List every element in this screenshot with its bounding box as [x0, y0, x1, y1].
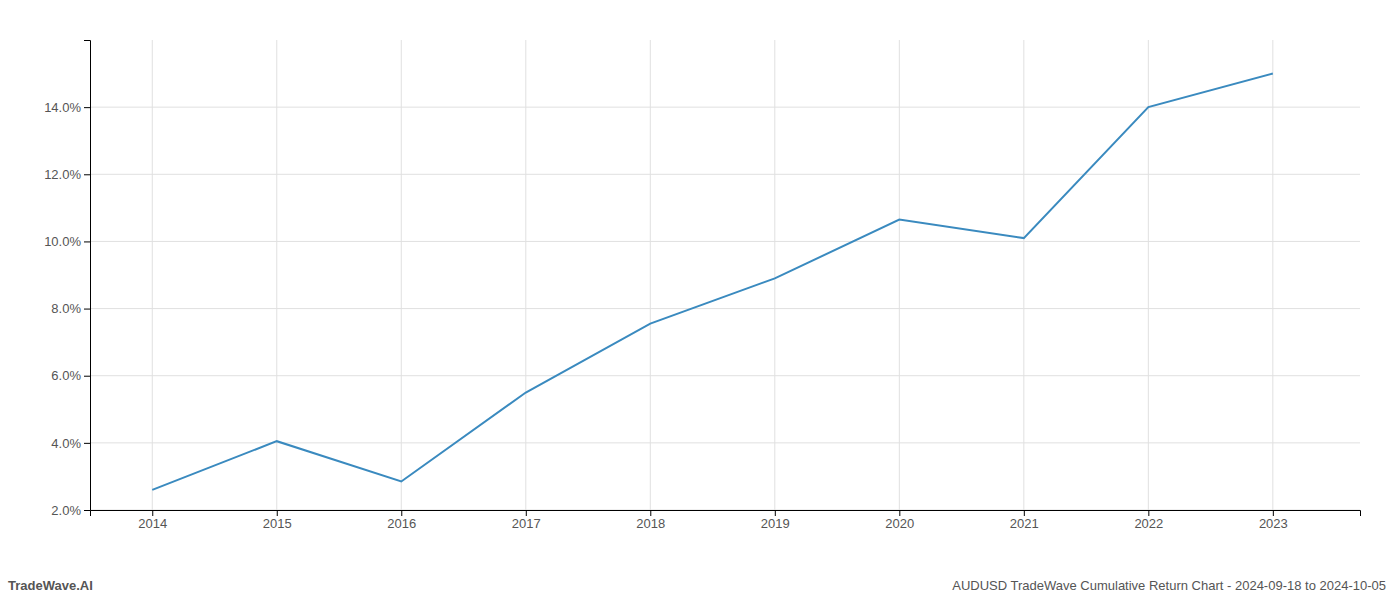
- tick-label: 2017: [512, 516, 541, 531]
- tick: 8.0%: [51, 301, 90, 316]
- tick: 2022: [1134, 510, 1163, 531]
- chart: 2014 2015 2016 2017 2018 2019 2020 2021 2022 2023…: [0, 0, 1400, 600]
- tick: 2014: [138, 510, 167, 531]
- footer: TradeWave.AI: [8, 578, 93, 593]
- tick-label: 2018: [636, 516, 665, 531]
- tick-mark: [84, 443, 90, 444]
- tick-label: 4.0%: [51, 436, 81, 451]
- grid-line: [152, 40, 153, 510]
- tick-label: 2015: [263, 516, 292, 531]
- grid-line: [525, 40, 526, 510]
- tick: 2.0%: [51, 503, 90, 518]
- grid-line: [1148, 40, 1149, 510]
- tick: 6.0%: [51, 368, 90, 383]
- plot-area: [152, 74, 1273, 490]
- tick: 2017: [512, 510, 541, 531]
- tick-label: 2021: [1010, 516, 1039, 531]
- grid-line: [90, 308, 1360, 309]
- tick: 2018: [636, 510, 665, 531]
- tick-mark: [401, 510, 402, 516]
- tick-label: 2023: [1259, 516, 1288, 531]
- tick-label: 10.0%: [44, 234, 81, 249]
- grid-line: [650, 40, 651, 510]
- grid: [90, 40, 1360, 510]
- tick: 2021: [1010, 510, 1039, 531]
- tick-mark: [1273, 510, 1274, 516]
- tick-mark: [84, 174, 90, 175]
- tick-label: 14.0%: [44, 100, 81, 115]
- tick-label: 2022: [1134, 516, 1163, 531]
- tick-mark: [84, 241, 90, 242]
- title: AUDUSD TradeWave Cumulative Return Chart…: [952, 578, 1386, 593]
- tick: 2020: [885, 510, 914, 531]
- grid-line: [401, 40, 402, 510]
- tick-mark: [84, 107, 90, 108]
- tick-label: 2014: [138, 516, 167, 531]
- tick-mark: [650, 510, 651, 516]
- tick-label: 2020: [885, 516, 914, 531]
- grid-line: [90, 107, 1360, 108]
- tick-mark: [1024, 510, 1025, 516]
- x-axis: 2014 2015 2016 2017 2018 2019 2020 2021 2022 2023: [91, 510, 1361, 531]
- tick: 2019: [761, 510, 790, 531]
- tick-mark: [526, 510, 527, 516]
- tick-mark: [152, 510, 153, 516]
- axis-line: [84, 41, 91, 511]
- tick-label: 2016: [387, 516, 416, 531]
- grid-line: [90, 375, 1360, 376]
- tick-label: 2019: [761, 516, 790, 531]
- tick-mark: [84, 510, 90, 511]
- tick: 2015: [263, 510, 292, 531]
- grid-line: [90, 241, 1360, 242]
- tick: 10.0%: [44, 234, 90, 249]
- tick: 2023: [1259, 510, 1288, 531]
- tick-label: 2.0%: [51, 503, 81, 518]
- tick-mark: [277, 510, 278, 516]
- tick-mark: [775, 510, 776, 516]
- axis-line: [91, 511, 1361, 517]
- tick-mark: [899, 510, 900, 516]
- grid-line: [1272, 40, 1273, 510]
- tick-mark: [84, 309, 90, 310]
- grid-line: [276, 40, 277, 510]
- grid-line: [90, 174, 1360, 175]
- grid-line: [899, 40, 900, 510]
- tick-label: 6.0%: [51, 368, 81, 383]
- tick-label: 8.0%: [51, 301, 81, 316]
- grid-line: [1023, 40, 1024, 510]
- tick: 14.0%: [44, 100, 90, 115]
- tick: 12.0%: [44, 167, 90, 182]
- y-axis: 2.0% 4.0% 6.0% 8.0% 10.0% 12.0% 14.0%: [44, 41, 90, 518]
- tick: 2016: [387, 510, 416, 531]
- tick-mark: [84, 376, 90, 377]
- tick: 4.0%: [51, 436, 90, 451]
- grid-line: [774, 40, 775, 510]
- line: [152, 74, 1273, 490]
- tick-mark: [1148, 510, 1149, 516]
- tick-label: 12.0%: [44, 167, 81, 182]
